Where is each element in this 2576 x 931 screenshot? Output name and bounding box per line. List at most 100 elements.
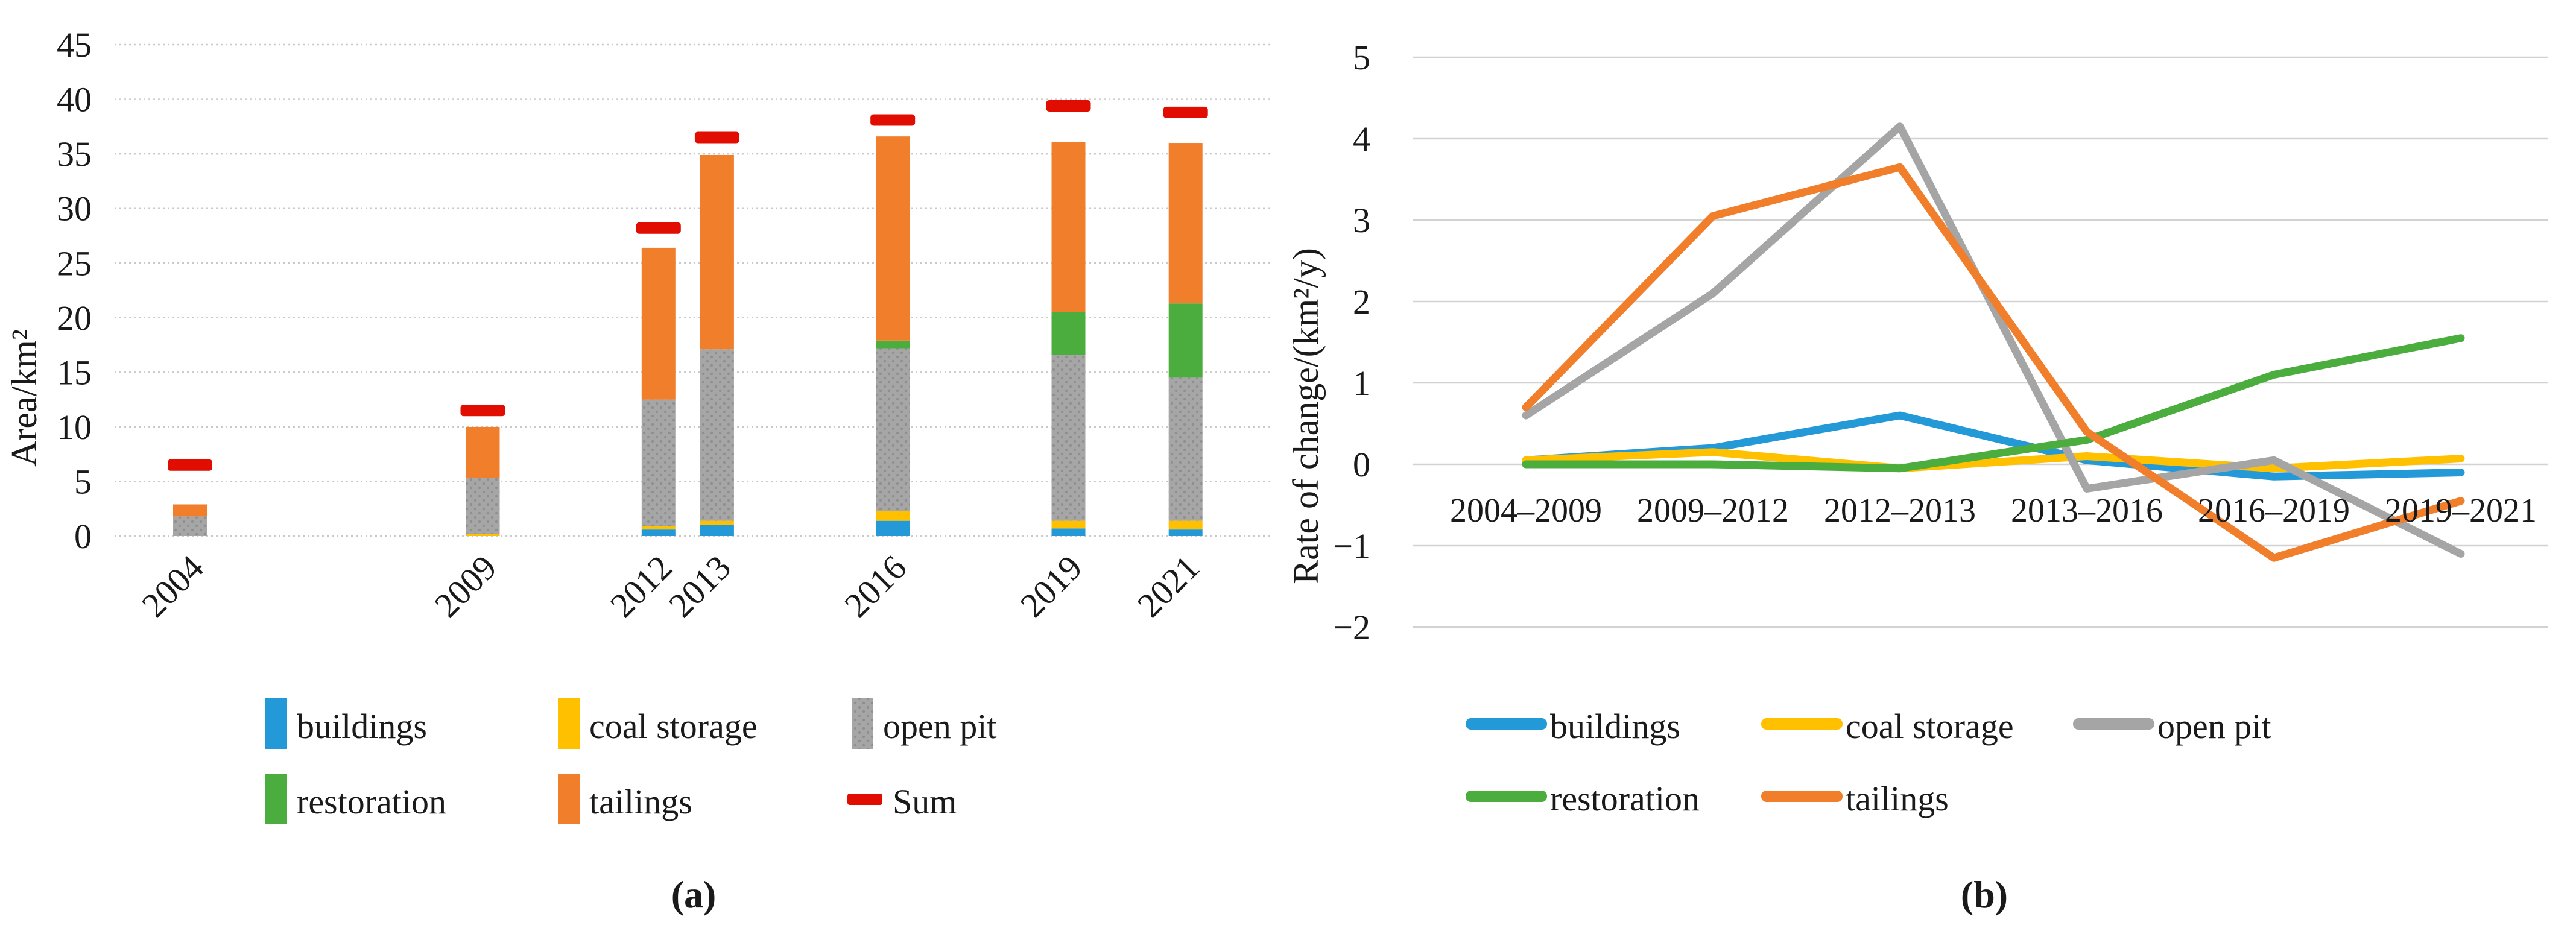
legend-item-coal-storage: coal storage [558,698,758,749]
legend-label: tailings [589,782,692,821]
sum-dash-icon [847,794,882,805]
x-label-2013-2016: 2013–2016 [2011,492,2163,529]
bar-2009-open-pit [466,478,500,534]
open-pit-line-icon [2073,718,2154,730]
restoration-line-icon [1466,791,1547,802]
x-label-2019-2021: 2019–2021 [2385,492,2537,529]
legend-item-restoration: restoration [1466,779,1700,818]
bar-2013-open-pit [700,349,734,521]
x-label-2016-2019: 2016–2019 [2198,492,2350,529]
bar-2016-coal-storage [876,511,910,521]
x-label-2013: 2013 [661,548,738,625]
y-tick-b-0: 0 [1353,445,1370,484]
bar-2021-open-pit [1168,377,1203,521]
legend-item-restoration: restoration [265,774,446,824]
x-label-2021: 2021 [1130,548,1207,625]
x-label-2004: 2004 [134,548,211,625]
bar-2019-open-pit [1051,355,1086,521]
bar-2012-open-pit [641,399,676,526]
buildings-line-icon [1466,718,1547,730]
x-label-2019: 2019 [1013,548,1090,625]
bar-2016-restoration [876,340,910,349]
line-tailings [1522,163,2465,562]
sum-marker-2019 [1046,99,1091,112]
x-label-2016: 2016 [837,548,914,625]
bar-2021-buildings [1168,529,1203,536]
bar-2019-restoration [1051,312,1086,355]
line-coal-storage [1522,448,2465,473]
x-label-2004-2009: 2004–2009 [1450,492,1602,529]
sum-marker-2021 [1163,106,1208,118]
restoration-swatch-icon [265,774,287,824]
bar-2012-coal-storage [641,526,676,530]
y-tick-a-45: 45 [57,25,92,65]
bar-2013-coal-storage [700,520,734,525]
panel-b-legend: buildings coal storage open pit restorat… [1466,707,2271,818]
sum-marker-2013 [694,131,739,144]
y-tick-a-15: 15 [57,353,92,392]
legend-label: Sum [893,782,957,821]
y-tick-a-0: 0 [74,517,92,556]
y-tick-b-5: 5 [1353,38,1370,77]
open-pit-swatch-icon [852,698,873,749]
panel-b-y-axis-title: Rate of change/(km²/y) [1286,248,1326,584]
y-tick-a-30: 30 [57,189,92,229]
bar-2012-tailings [641,247,676,400]
y-tick-a-5: 5 [74,462,92,501]
legend-label: coal storage [1846,707,2014,746]
line-open-pit [1522,122,2465,558]
y-tick-b-3: 3 [1353,201,1370,240]
legend-item-buildings: buildings [1466,707,1680,746]
panel-b-plot: 5 4 3 2 1 0 −1 −2 2004–2009 2009–2012 2012–2013 201… [1333,38,2548,647]
legend-item-tailings: tailings [1761,779,1949,818]
x-label-2012: 2012 [603,548,680,625]
legend-item-coal-storage: coal storage [1761,707,2014,746]
coal-storage-line-icon [1761,718,1843,730]
bar-2013-buildings [700,525,734,536]
legend-label: coal storage [589,707,758,746]
bar-2019-tailings [1051,142,1086,312]
legend-label: open pit [2157,707,2271,746]
line-restoration [1522,334,2465,473]
buildings-swatch-icon [265,698,287,749]
coal-storage-swatch-icon [558,698,580,749]
bar-2009-coal-storage [466,534,500,536]
bar-2013-tailings [700,154,734,350]
sum-marker-2012 [636,222,681,234]
legend-label: open pit [883,707,996,746]
tailings-line-icon [1761,791,1843,802]
y-tick-b--1: −1 [1333,526,1370,566]
legend-item-open-pit: open pit [2073,707,2271,746]
legend-label: restoration [297,782,446,821]
bar-2021-tailings [1168,143,1203,304]
panel-a-legend: buildings coal storage open pit restorat… [265,698,996,824]
legend-label: buildings [297,707,427,746]
panel-a-caption: (a) [671,873,717,916]
bar-2016-tailings [876,136,910,341]
tailings-swatch-icon [558,774,580,824]
y-tick-b--2: −2 [1333,608,1370,647]
panel-a-y-axis-title: Area/km² [4,329,44,467]
legend-label: restoration [1550,779,1700,818]
bar-2019-buildings [1051,528,1086,536]
sum-marker-2009 [460,405,505,417]
x-label-2009: 2009 [427,548,504,625]
y-tick-a-10: 10 [57,408,92,447]
y-tick-a-35: 35 [57,134,92,174]
bar-2019-coal-storage [1051,520,1086,529]
x-label-2009-2012: 2009–2012 [1637,492,1789,529]
bar-2016-open-pit [876,348,910,511]
bar-2021-coal-storage [1168,520,1203,530]
legend-item-open-pit: open pit [852,698,996,749]
sum-marker-2004 [168,459,212,471]
y-tick-a-20: 20 [57,298,92,338]
legend-label: buildings [1550,707,1680,746]
bar-2021-restoration [1168,303,1203,378]
bar-2012-buildings [641,529,676,536]
bar-2004-open-pit [173,516,207,536]
bar-2009-tailings [466,426,500,479]
x-label-2012-2013: 2012–2013 [1824,492,1976,529]
